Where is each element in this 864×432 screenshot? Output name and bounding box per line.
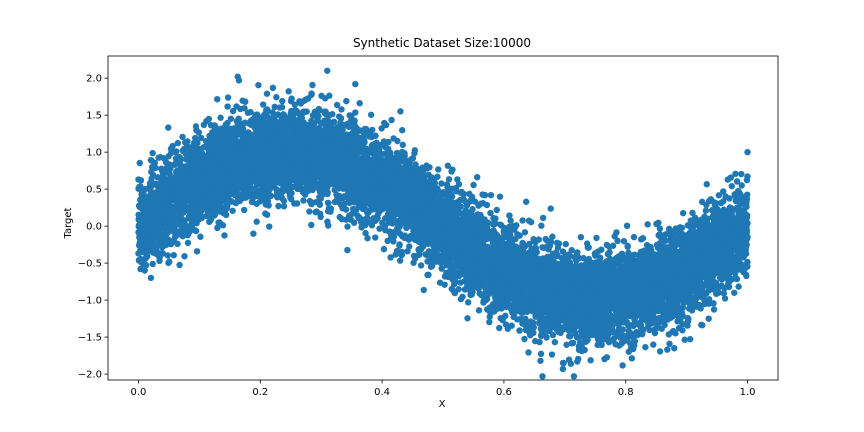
data-point xyxy=(273,94,280,101)
data-point xyxy=(445,176,453,183)
data-point xyxy=(554,244,562,251)
data-point xyxy=(538,222,545,229)
data-point xyxy=(388,116,395,124)
data-point xyxy=(469,206,476,213)
data-point xyxy=(367,111,375,118)
data-point xyxy=(732,170,739,178)
data-point xyxy=(703,181,710,188)
data-point xyxy=(344,246,351,254)
data-point xyxy=(577,233,585,241)
data-point xyxy=(679,209,687,217)
data-point xyxy=(308,221,315,229)
data-point xyxy=(731,289,738,296)
data-point xyxy=(496,324,503,332)
data-point xyxy=(269,109,276,116)
data-point xyxy=(508,322,515,329)
data-point xyxy=(260,101,267,108)
data-point xyxy=(417,262,425,269)
data-point xyxy=(250,230,257,237)
data-point xyxy=(317,213,324,221)
data-point xyxy=(252,185,259,192)
data-point xyxy=(386,228,393,235)
data-point xyxy=(285,88,292,95)
data-point xyxy=(221,232,228,239)
data-point xyxy=(438,180,445,187)
data-point xyxy=(195,129,202,136)
data-point xyxy=(324,218,331,225)
data-point xyxy=(702,207,710,214)
data-point xyxy=(378,125,385,132)
data-point xyxy=(280,203,288,210)
data-point xyxy=(381,222,389,230)
data-point xyxy=(229,107,237,115)
data-point xyxy=(522,198,530,205)
data-point xyxy=(181,253,188,260)
data-point xyxy=(397,108,404,115)
data-point xyxy=(496,193,504,200)
data-point xyxy=(434,173,441,180)
data-point xyxy=(738,170,745,178)
data-point xyxy=(165,124,172,131)
data-point xyxy=(147,274,155,282)
data-points xyxy=(135,67,751,380)
chart-title: Synthetic Dataset Size:10000 xyxy=(353,36,531,50)
data-point xyxy=(539,373,546,380)
data-point xyxy=(376,225,383,232)
data-point xyxy=(399,141,406,149)
data-point xyxy=(197,134,205,142)
data-point xyxy=(404,248,411,255)
data-point xyxy=(315,105,323,113)
data-point xyxy=(318,92,325,100)
data-point xyxy=(255,81,262,89)
data-point xyxy=(671,345,678,352)
data-point xyxy=(562,240,569,248)
data-point xyxy=(499,315,506,322)
data-point xyxy=(279,97,286,105)
data-point xyxy=(393,149,401,157)
data-point xyxy=(184,239,192,247)
data-point xyxy=(300,197,307,204)
data-point xyxy=(158,249,166,257)
data-point xyxy=(372,234,379,241)
data-point xyxy=(656,225,664,232)
data-point xyxy=(570,373,578,380)
data-point xyxy=(666,340,673,347)
data-point xyxy=(475,307,483,314)
data-point xyxy=(470,181,477,189)
data-point xyxy=(710,306,718,313)
data-point xyxy=(551,338,559,346)
data-point xyxy=(656,348,664,355)
data-point xyxy=(487,209,494,217)
data-point xyxy=(454,176,461,183)
data-point xyxy=(686,335,694,343)
data-point xyxy=(516,327,523,334)
data-point xyxy=(450,281,458,288)
data-point xyxy=(351,117,358,124)
data-point xyxy=(728,182,735,190)
data-point xyxy=(457,295,465,303)
data-point xyxy=(294,185,301,193)
data-point xyxy=(548,351,556,358)
data-point xyxy=(493,206,500,214)
data-point xyxy=(478,291,485,299)
data-point xyxy=(559,365,567,373)
data-point xyxy=(192,134,199,142)
data-point xyxy=(487,191,495,199)
data-point xyxy=(384,237,391,245)
data-point xyxy=(479,191,486,198)
data-point xyxy=(424,258,431,265)
data-point xyxy=(309,81,316,89)
data-point xyxy=(356,100,363,107)
data-point xyxy=(387,254,394,261)
data-point xyxy=(681,336,688,343)
data-point xyxy=(157,153,164,161)
data-point xyxy=(253,218,260,225)
